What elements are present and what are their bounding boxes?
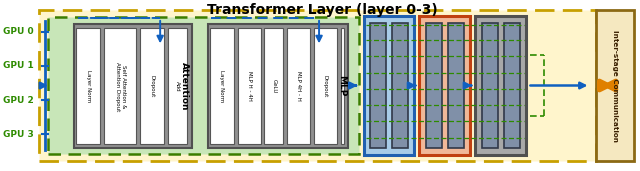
Bar: [392, 23, 408, 148]
Text: GPU 1: GPU 1: [3, 61, 34, 70]
Bar: [340, 28, 344, 144]
Bar: [504, 23, 520, 148]
Bar: [287, 28, 310, 144]
Bar: [476, 16, 526, 155]
Bar: [314, 28, 337, 144]
Text: MLP 4H - H: MLP 4H - H: [296, 71, 301, 101]
Bar: [47, 17, 359, 154]
Bar: [104, 28, 136, 144]
Bar: [74, 24, 192, 148]
Text: GPU 3: GPU 3: [3, 130, 34, 139]
Bar: [210, 28, 234, 144]
Text: Layer Norm: Layer Norm: [86, 70, 91, 102]
Text: Attention: Attention: [180, 62, 189, 110]
Bar: [482, 23, 498, 148]
Bar: [370, 23, 386, 148]
Bar: [448, 23, 464, 148]
Bar: [426, 23, 442, 148]
Text: GPU 2: GPU 2: [3, 96, 34, 104]
Bar: [264, 28, 284, 144]
Text: Self Attention &
Attention Dropout: Self Attention & Attention Dropout: [115, 62, 125, 111]
Bar: [40, 10, 595, 161]
Text: GPU 0: GPU 0: [3, 27, 34, 36]
Text: Inter-stage Communication: Inter-stage Communication: [612, 30, 618, 141]
Text: Transformer Layer (layer 0-3): Transformer Layer (layer 0-3): [207, 3, 438, 17]
Text: MLP H - 4H: MLP H - 4H: [246, 71, 252, 101]
Bar: [595, 10, 634, 161]
Text: Layer Norm: Layer Norm: [220, 70, 224, 102]
Text: Dropout: Dropout: [149, 75, 154, 97]
Bar: [364, 16, 414, 155]
Bar: [140, 28, 164, 144]
Bar: [168, 28, 187, 144]
Text: Add: Add: [175, 81, 180, 92]
Bar: [76, 28, 100, 144]
Text: GeLU: GeLU: [271, 79, 276, 94]
Bar: [237, 28, 260, 144]
Text: MLP: MLP: [337, 75, 346, 97]
Text: Dropout: Dropout: [323, 75, 328, 97]
Bar: [419, 16, 470, 155]
Bar: [208, 24, 348, 148]
